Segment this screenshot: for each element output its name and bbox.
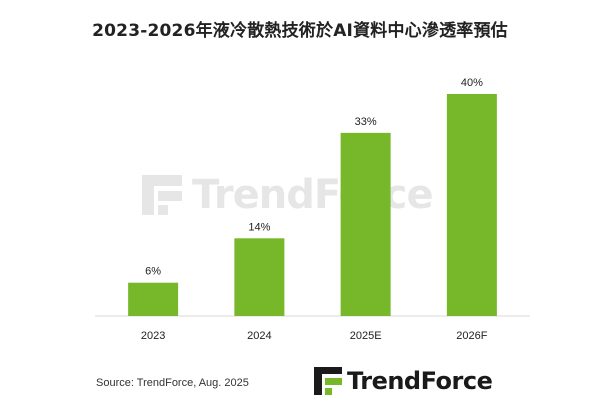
bar-2023 (128, 282, 179, 316)
bar-2024 (234, 238, 285, 316)
data-label-2025E: 33% (355, 116, 377, 128)
x-tick-label-2024: 2024 (247, 330, 271, 342)
chart-title: 2023-2026年液冷散熱技術於AI資料中心滲透率預估 (92, 21, 508, 41)
x-tick-label-2023: 2023 (141, 330, 165, 342)
data-label-2026F: 40% (461, 77, 483, 89)
bar-2025E (340, 132, 391, 316)
bar-2026F (446, 94, 497, 316)
watermark-text: TrendForce (192, 172, 434, 218)
source-note: Source: TrendForce, Aug. 2025 (96, 377, 249, 389)
data-label-2023: 6% (145, 266, 161, 278)
brand-logo: TrendForce (313, 366, 493, 396)
watermark-logo-icon (142, 175, 182, 215)
brand-name: TrendForce (347, 367, 493, 395)
watermark: TrendForce (140, 172, 434, 218)
x-tick-label-2026F: 2026F (456, 330, 487, 342)
x-tick-label-2025E: 2025E (350, 330, 382, 342)
trendforce-logo-icon (314, 367, 342, 395)
data-label-2024: 14% (248, 221, 270, 233)
